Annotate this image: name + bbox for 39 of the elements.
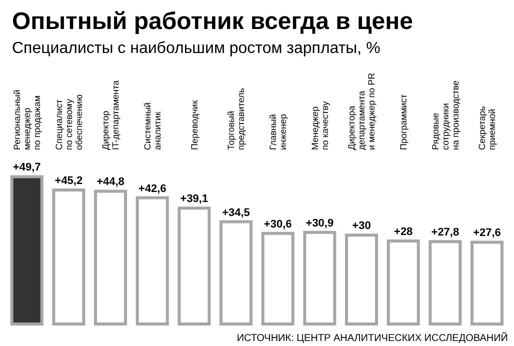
chart-subtitle: Специалисты с наибольшим ростом зарплаты, % (12, 40, 380, 58)
x-tick-label: Торговый представитель (226, 88, 246, 150)
data-label: +27,6 (473, 227, 501, 240)
bar (303, 230, 336, 326)
data-label: +44,8 (96, 176, 124, 188)
x-tick-label: Менеджер по качеству (310, 100, 330, 150)
bar (136, 196, 169, 326)
chart-title: Опытный работник всегда в цене (12, 8, 413, 36)
data-label: +30,6 (264, 218, 292, 230)
x-tick-label: Региональный менеджер по продажам (12, 90, 42, 150)
x-tick-label: Программист (398, 94, 408, 150)
bar (178, 206, 211, 326)
bar (345, 234, 378, 326)
x-tick-label: Переводчик (189, 100, 200, 150)
x-tick-label: Директора департамента и менеджер по PR (346, 72, 377, 150)
x-tick-label: Секретарь приемной (477, 106, 498, 150)
data-label: +27,8 (431, 226, 460, 239)
data-label: +39,1 (180, 193, 208, 206)
data-label: +45,2 (54, 175, 83, 188)
data-label: +30 (352, 220, 371, 232)
data-label: +42,6 (138, 182, 166, 195)
bar (52, 188, 86, 326)
bar (261, 232, 294, 326)
data-label: +49,7 (12, 162, 41, 174)
x-tick-label: Системный аналитик (142, 102, 162, 150)
x-tick-label: Рядовые сотрудники на производстве (430, 80, 460, 150)
x-tick-label: Специалист по сетевому обеспечению (54, 94, 84, 150)
bar (428, 240, 462, 326)
data-label: +34,5 (222, 206, 250, 219)
data-label: +30,9 (306, 217, 334, 230)
text: ИСТОЧНИК: ЦЕНТР АНАЛИТИЧЕСКИХ ИССЛЕДОВАНИЙ (236, 333, 508, 344)
bar (470, 240, 504, 326)
bar (94, 190, 128, 326)
x-tick-label: Директор IT-департамента (100, 80, 121, 150)
data-label: +28 (394, 226, 413, 238)
x-tick-label: Главный инженер (268, 114, 288, 150)
bar (220, 220, 253, 326)
bar (386, 240, 420, 326)
bar (10, 175, 44, 326)
